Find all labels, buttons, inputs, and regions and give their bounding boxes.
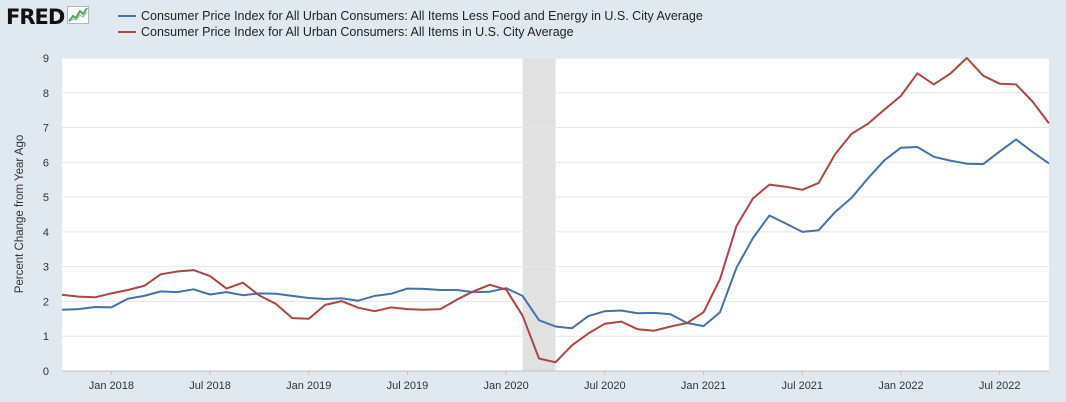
y-tick-label: 0: [43, 366, 49, 378]
fred-logo[interactable]: FRED: [6, 4, 90, 30]
trend-line-icon: [67, 5, 90, 29]
y-tick-label: 1: [43, 331, 49, 343]
x-tick-label: Jan 2021: [681, 380, 726, 392]
y-axis-label: Percent Change from Year Ago: [14, 135, 26, 294]
legend-swatch-all: [118, 31, 136, 33]
series-line-core[interactable]: [61, 138, 1050, 330]
y-tick-label: 3: [43, 262, 49, 274]
legend-label-core: Consumer Price Index for All Urban Consu…: [141, 9, 703, 23]
legend: Consumer Price Index for All Urban Consu…: [118, 8, 703, 40]
x-tick-label: Jul 2020: [584, 380, 626, 392]
logo-text: FRED: [6, 5, 65, 29]
x-tick-label: Jul 2018: [189, 380, 231, 392]
y-tick-label: 5: [43, 192, 49, 204]
x-tick-label: Jul 2019: [387, 380, 429, 392]
x-tick-label: Jan 2019: [286, 380, 331, 392]
x-tick-label: Jul 2021: [781, 380, 823, 392]
y-tick-label: 7: [43, 123, 49, 135]
x-tick-label: Jan 2022: [878, 380, 923, 392]
legend-item-core[interactable]: Consumer Price Index for All Urban Consu…: [118, 8, 703, 24]
y-tick-label: 2: [43, 296, 49, 308]
y-tick-label: 8: [43, 88, 49, 100]
y-tick-label: 9: [43, 53, 49, 65]
legend-item-all[interactable]: Consumer Price Index for All Urban Consu…: [118, 24, 703, 40]
y-tick-label: 4: [43, 227, 49, 239]
x-tick-label: Jul 2022: [979, 380, 1021, 392]
x-tick-label: Jan 2020: [484, 380, 529, 392]
y-tick-label: 6: [43, 157, 49, 169]
x-tick-label: Jan 2018: [89, 380, 134, 392]
series-line-all[interactable]: [61, 57, 1050, 364]
legend-label-all: Consumer Price Index for All Urban Consu…: [141, 25, 574, 39]
legend-swatch-core: [118, 15, 136, 17]
